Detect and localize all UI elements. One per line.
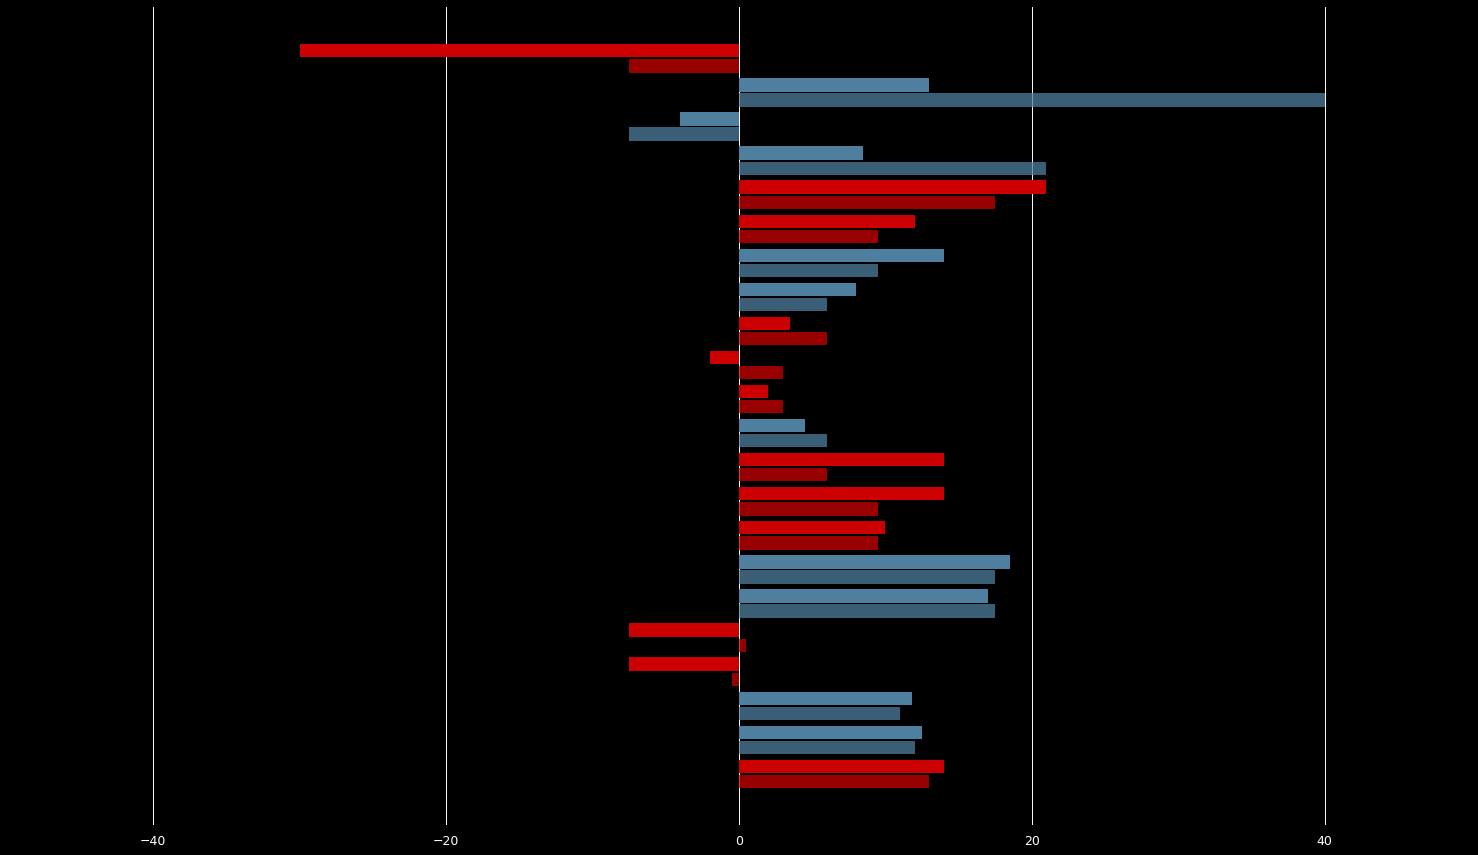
Bar xyxy=(739,180,1046,194)
Bar xyxy=(739,230,878,243)
Bar xyxy=(739,570,995,584)
Bar xyxy=(300,44,739,57)
Bar xyxy=(630,59,739,73)
Bar xyxy=(739,196,995,209)
Bar xyxy=(739,249,944,262)
Bar xyxy=(739,692,912,705)
Bar xyxy=(739,162,1046,174)
Bar xyxy=(739,366,783,380)
Bar xyxy=(739,775,930,788)
Bar xyxy=(739,740,915,754)
Bar xyxy=(739,453,944,466)
Bar xyxy=(739,332,826,345)
Bar xyxy=(739,487,944,500)
Bar xyxy=(739,385,769,398)
Bar xyxy=(739,536,878,550)
Bar xyxy=(739,639,746,652)
Bar xyxy=(739,298,826,311)
Bar xyxy=(739,400,783,413)
Bar xyxy=(739,93,1324,107)
Bar xyxy=(739,604,995,618)
Bar xyxy=(739,283,856,296)
Bar xyxy=(739,555,1009,569)
Bar xyxy=(709,351,739,364)
Bar xyxy=(739,707,900,720)
Bar xyxy=(732,673,739,686)
Bar xyxy=(630,127,739,141)
Bar xyxy=(680,112,739,126)
Bar xyxy=(739,522,885,534)
Bar xyxy=(739,469,826,481)
Bar xyxy=(739,263,878,277)
Bar xyxy=(739,589,987,603)
Bar xyxy=(739,759,944,773)
Bar xyxy=(739,434,826,447)
Bar xyxy=(630,657,739,671)
Bar xyxy=(739,419,806,433)
Bar xyxy=(739,146,863,160)
Bar xyxy=(739,215,915,227)
Bar xyxy=(739,726,922,739)
Bar xyxy=(739,316,791,330)
Bar xyxy=(630,623,739,637)
Bar xyxy=(739,78,930,91)
Bar xyxy=(739,502,878,516)
